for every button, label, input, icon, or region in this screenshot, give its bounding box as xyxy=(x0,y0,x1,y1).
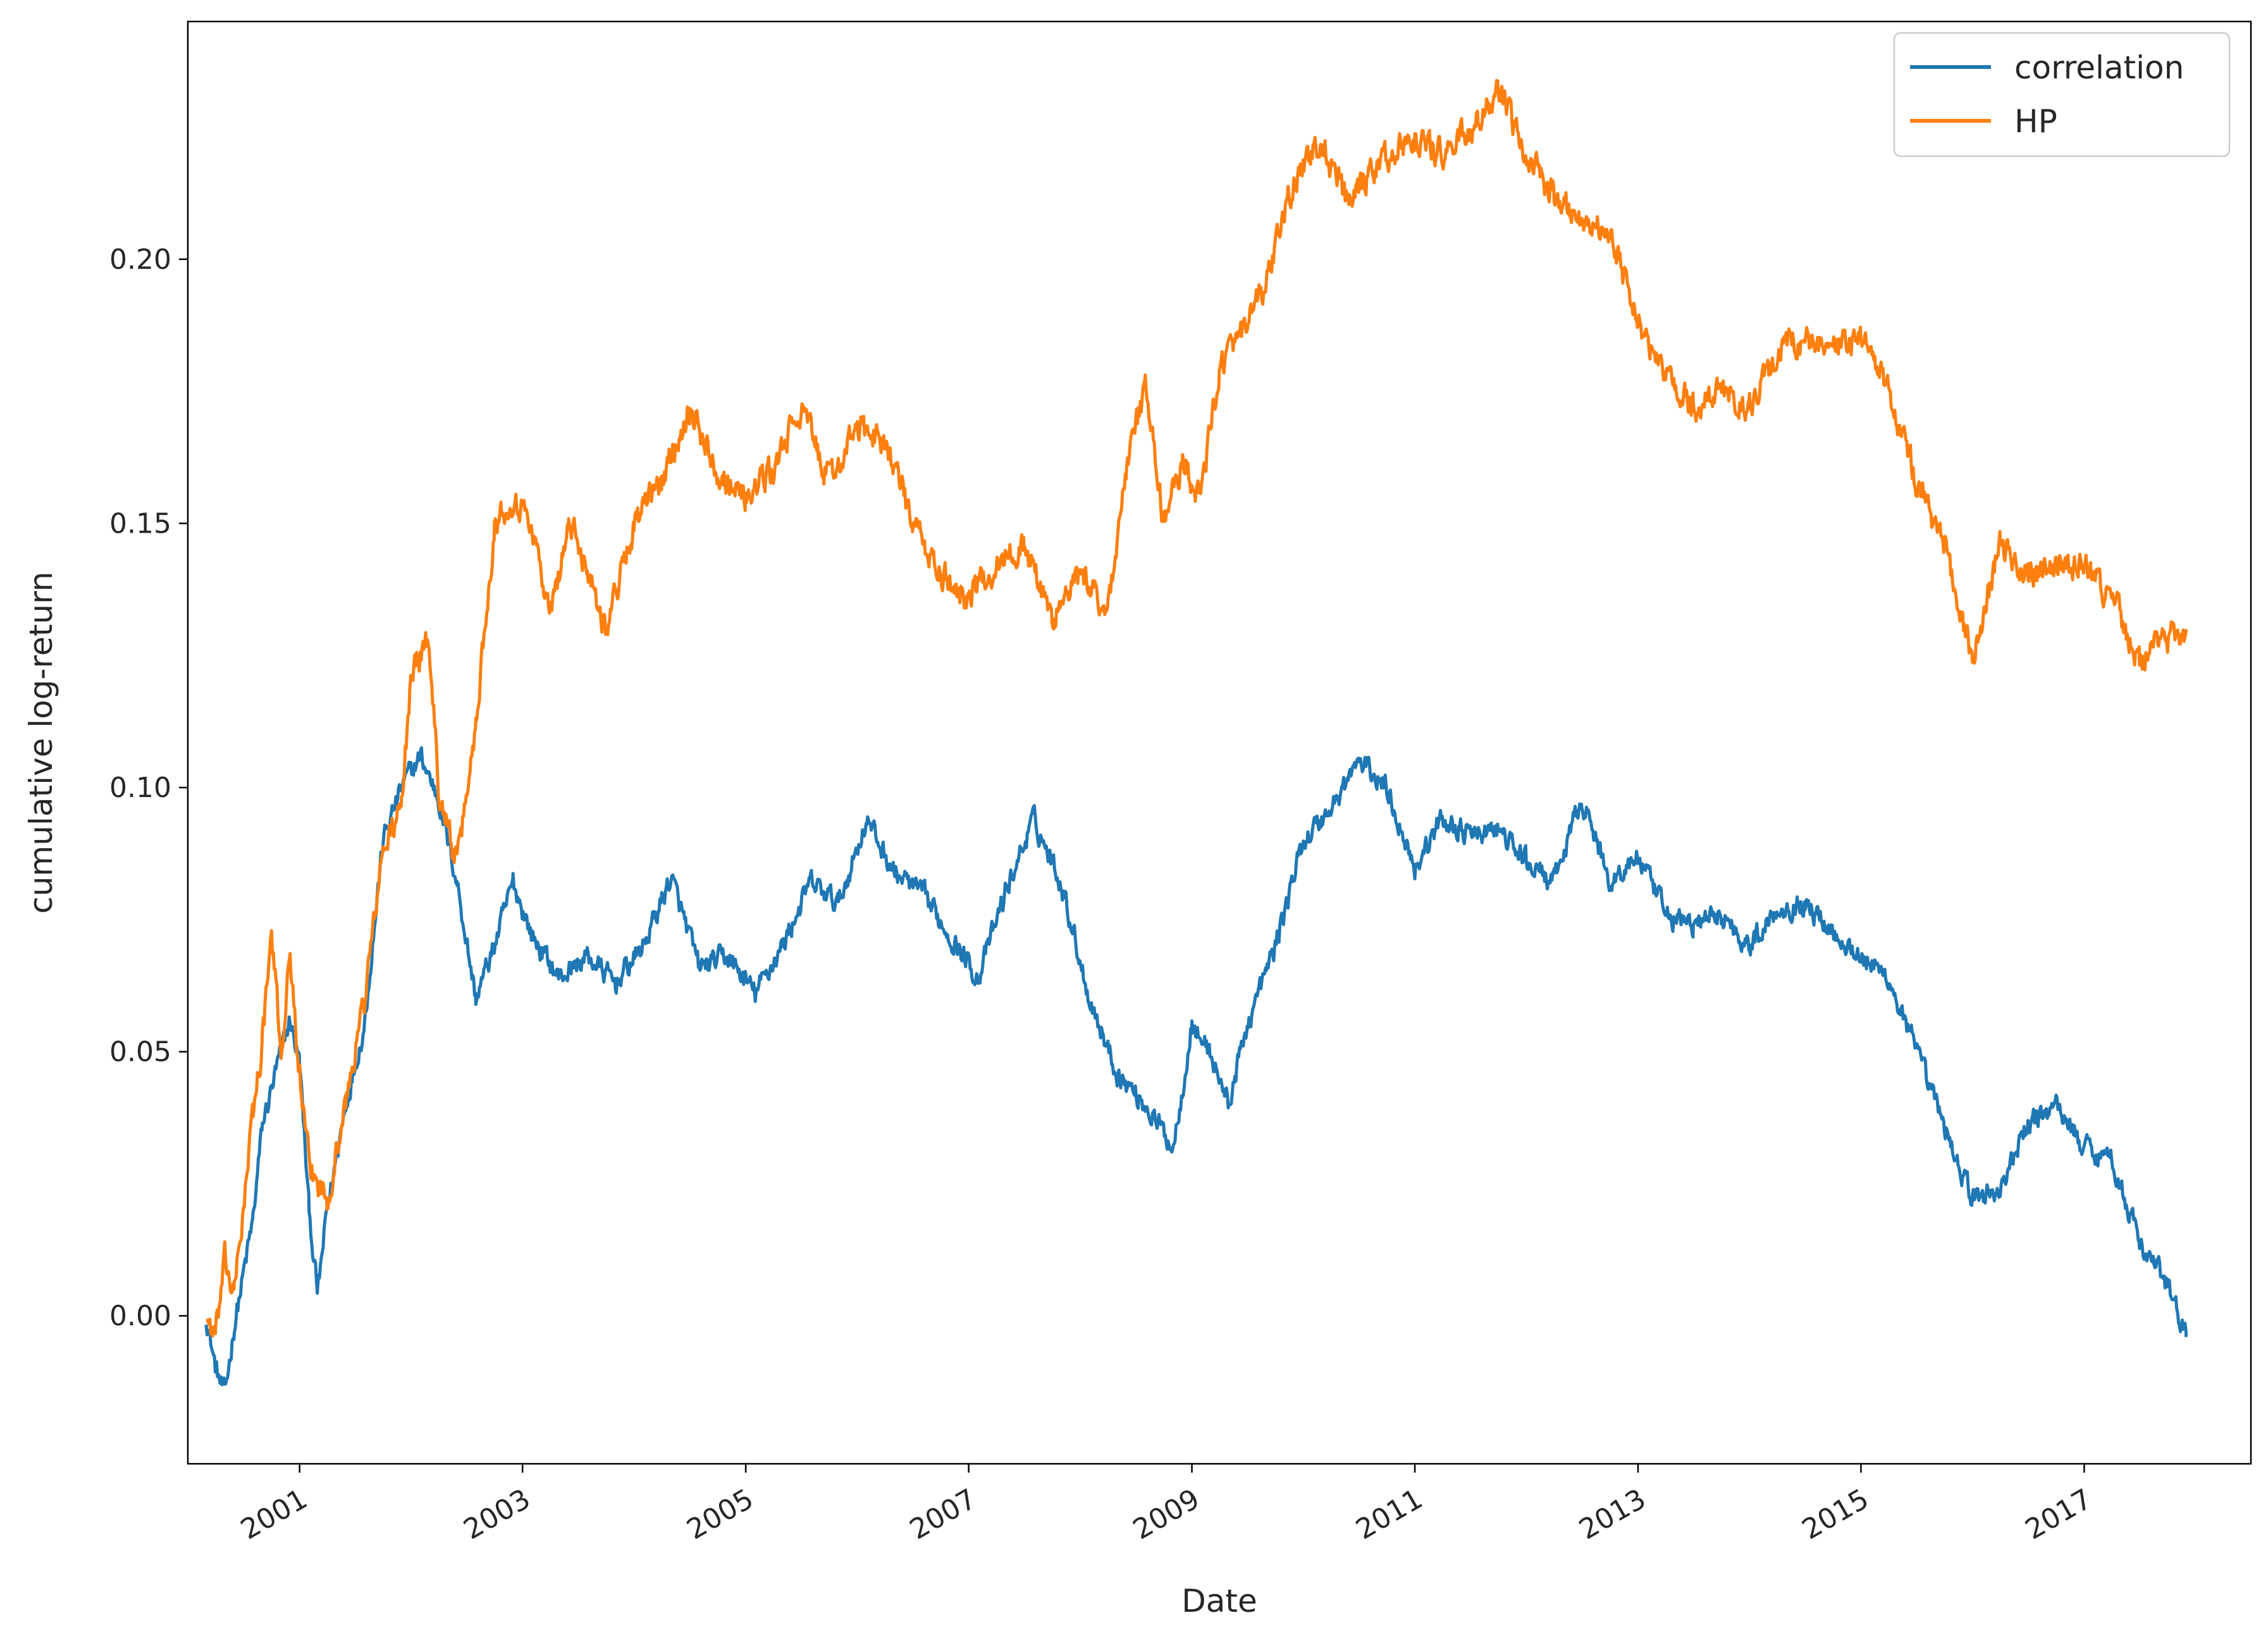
series-line-correlation xyxy=(204,746,2188,1387)
plot-lines xyxy=(204,78,2188,1387)
y-tick-label-3: 0.15 xyxy=(109,507,171,540)
y-tick-label-0: 0.00 xyxy=(109,1300,171,1332)
y-axis-label: cumulative log-return xyxy=(23,572,59,914)
legend-label-hp: HP xyxy=(2014,103,2057,140)
legend-box xyxy=(1893,32,2231,158)
legend-label-correlation: correlation xyxy=(2014,49,2184,86)
axes-frame xyxy=(187,20,2252,1465)
y-tick-label-1: 0.05 xyxy=(109,1036,171,1068)
series-line-hp xyxy=(205,78,2188,1338)
x-axis-label: Date xyxy=(1181,1583,1257,1619)
y-tick-label-4: 0.20 xyxy=(109,244,171,276)
y-axis: 0.00 0.05 0.10 0.15 0.20 xyxy=(109,244,188,1332)
y-tick-label-2: 0.10 xyxy=(109,772,171,804)
legend: correlation HP xyxy=(1893,32,2231,158)
